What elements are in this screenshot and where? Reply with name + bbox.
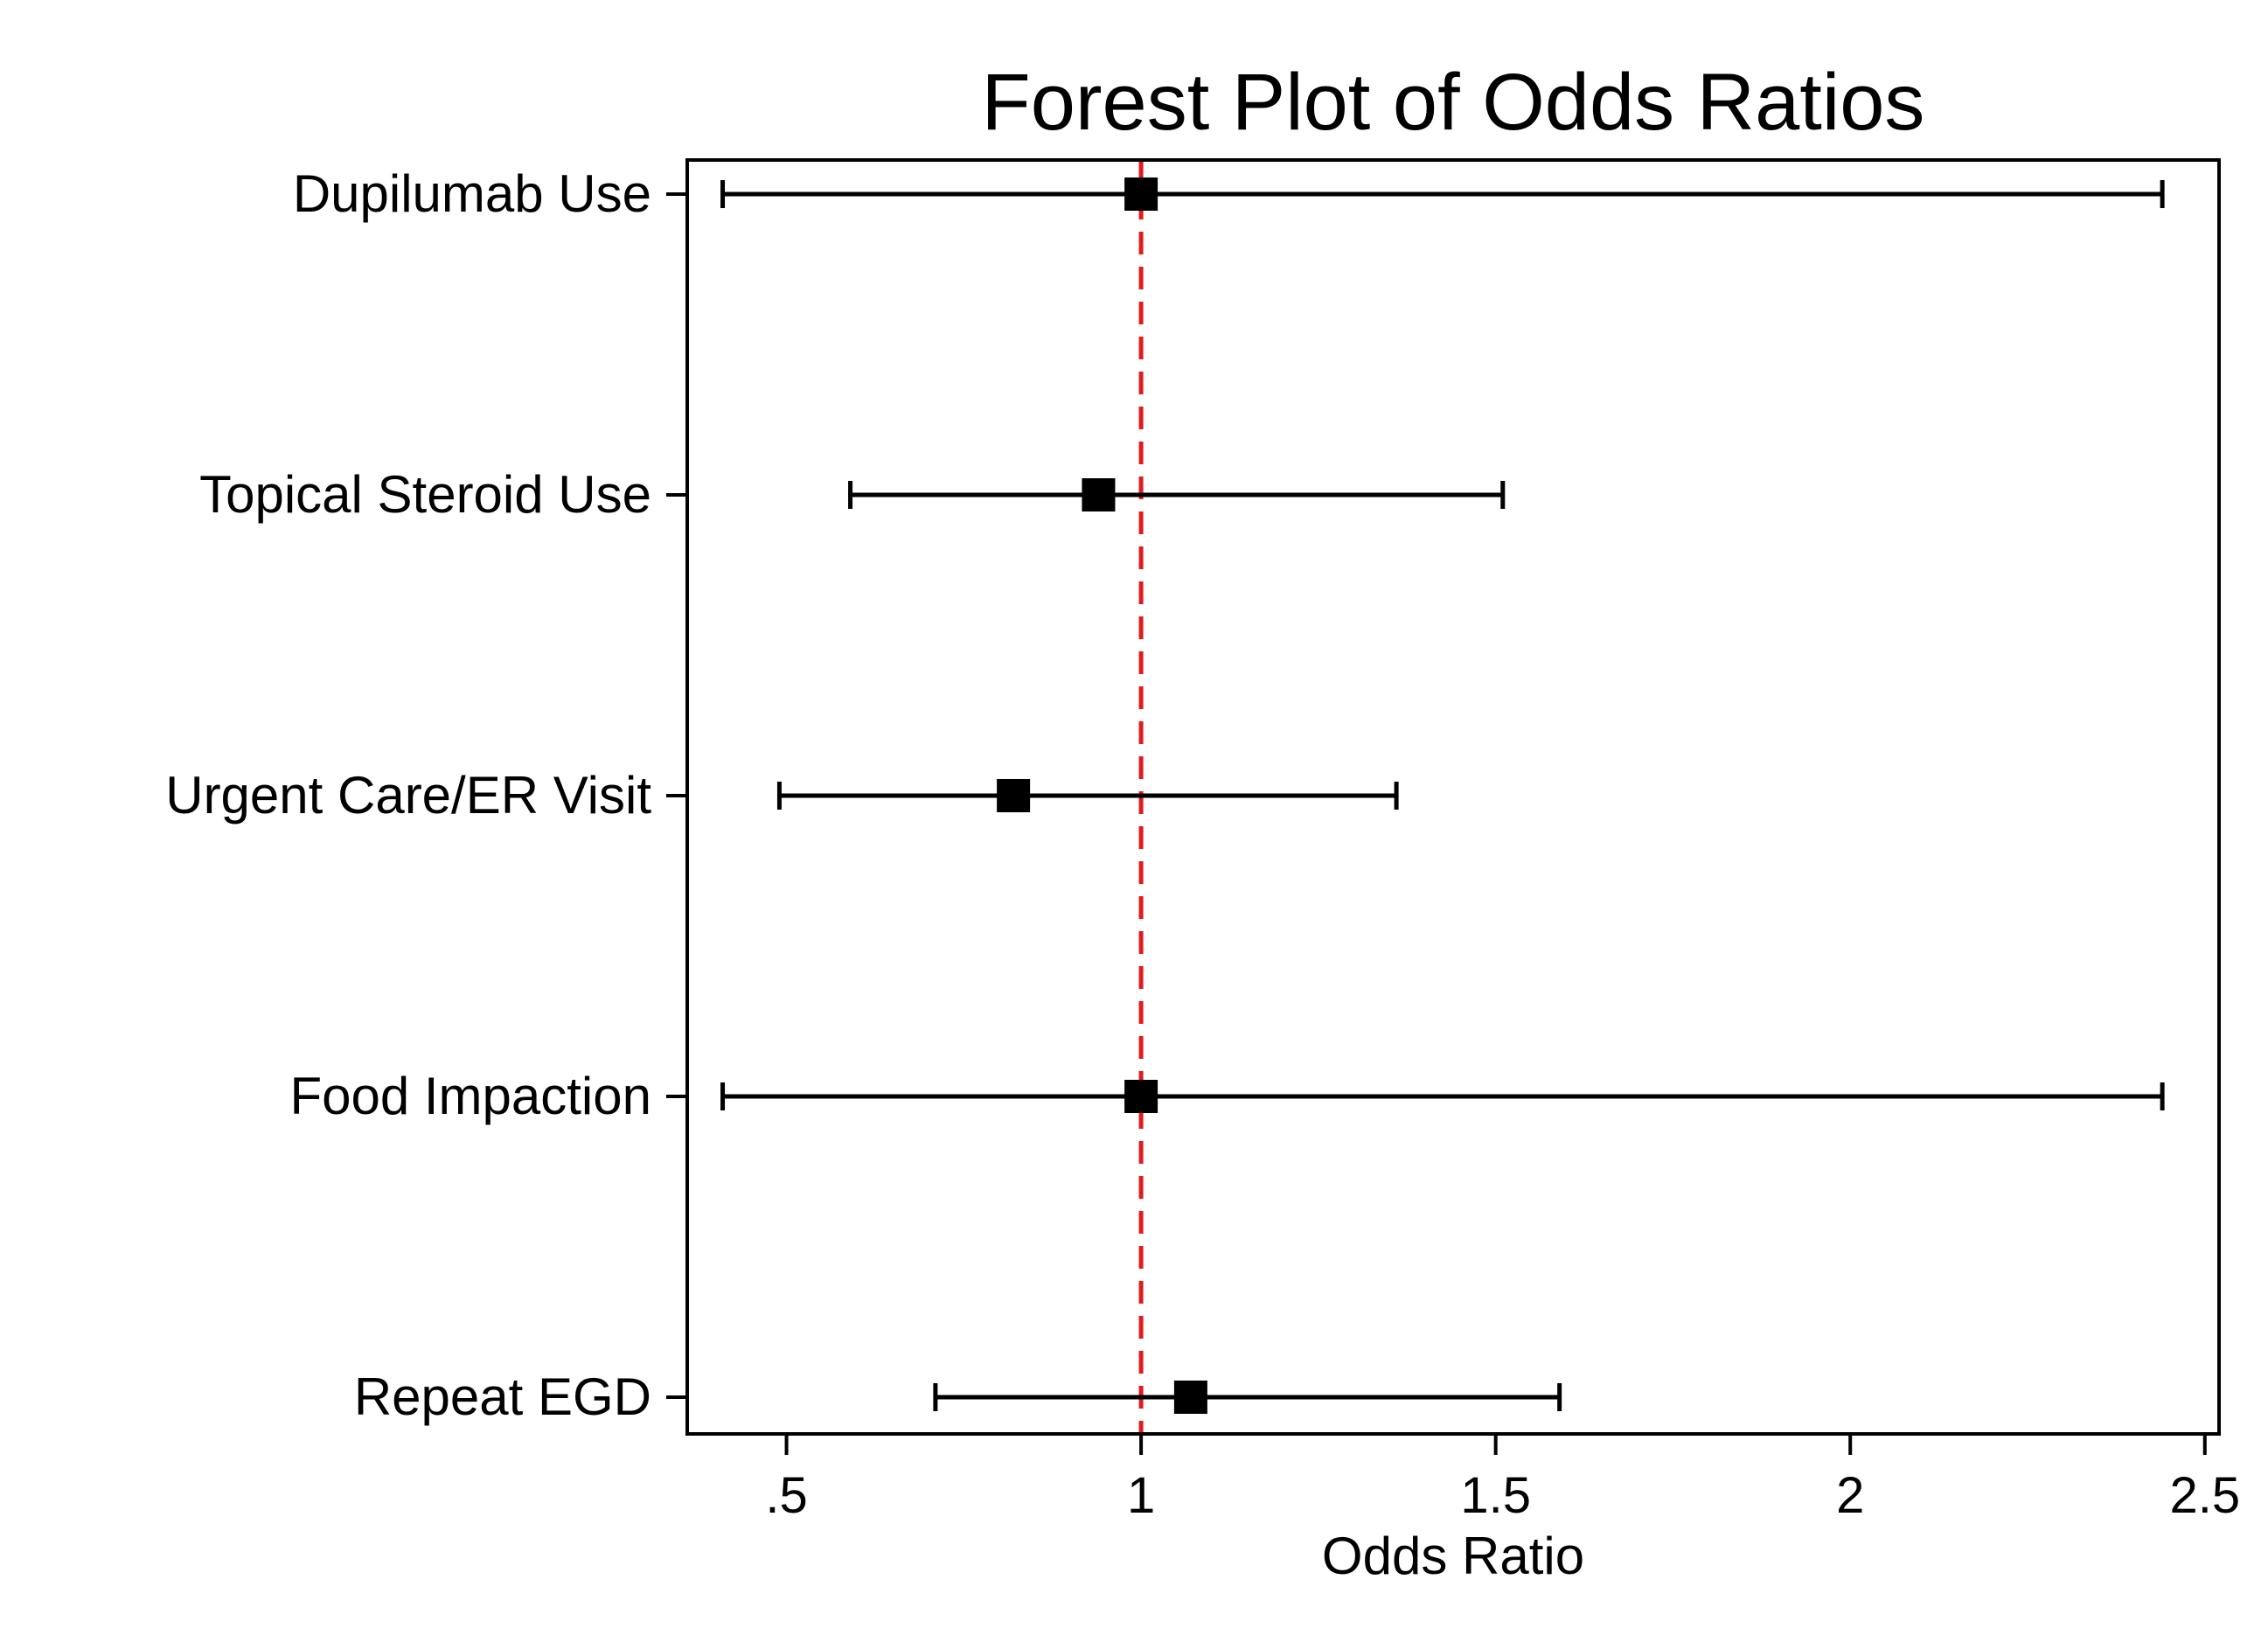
x-axis-ticks: .5 1 1.5 2 2.5 — [765, 1434, 2240, 1524]
forest-rows: Dupilumab Use Topical Steroid Use Urgent C… — [165, 164, 2165, 1426]
x-tick-label: 2 — [1836, 1467, 1864, 1524]
category-label: Urgent Care/ER Visit — [165, 766, 651, 824]
x-axis-label: Odds Ratio — [1322, 1527, 1584, 1585]
point-estimate-marker — [997, 779, 1031, 812]
chart-title: Forest Plot of Odds Ratios — [982, 58, 1925, 147]
x-tick-label: 2.5 — [2169, 1467, 2240, 1524]
category-label: Repeat EGD — [354, 1367, 651, 1426]
category-label: Dupilumab Use — [293, 164, 651, 223]
x-tick-label: 1.5 — [1460, 1467, 1531, 1524]
point-estimate-marker — [1124, 1080, 1158, 1113]
x-tick-label: .5 — [765, 1467, 807, 1524]
category-label: Food Impaction — [289, 1067, 651, 1125]
x-tick-label: 1 — [1127, 1467, 1155, 1524]
point-estimate-marker — [1173, 1381, 1207, 1414]
category-label: Topical Steroid Use — [199, 465, 651, 524]
point-estimate-marker — [1124, 177, 1158, 211]
point-estimate-marker — [1082, 478, 1116, 511]
